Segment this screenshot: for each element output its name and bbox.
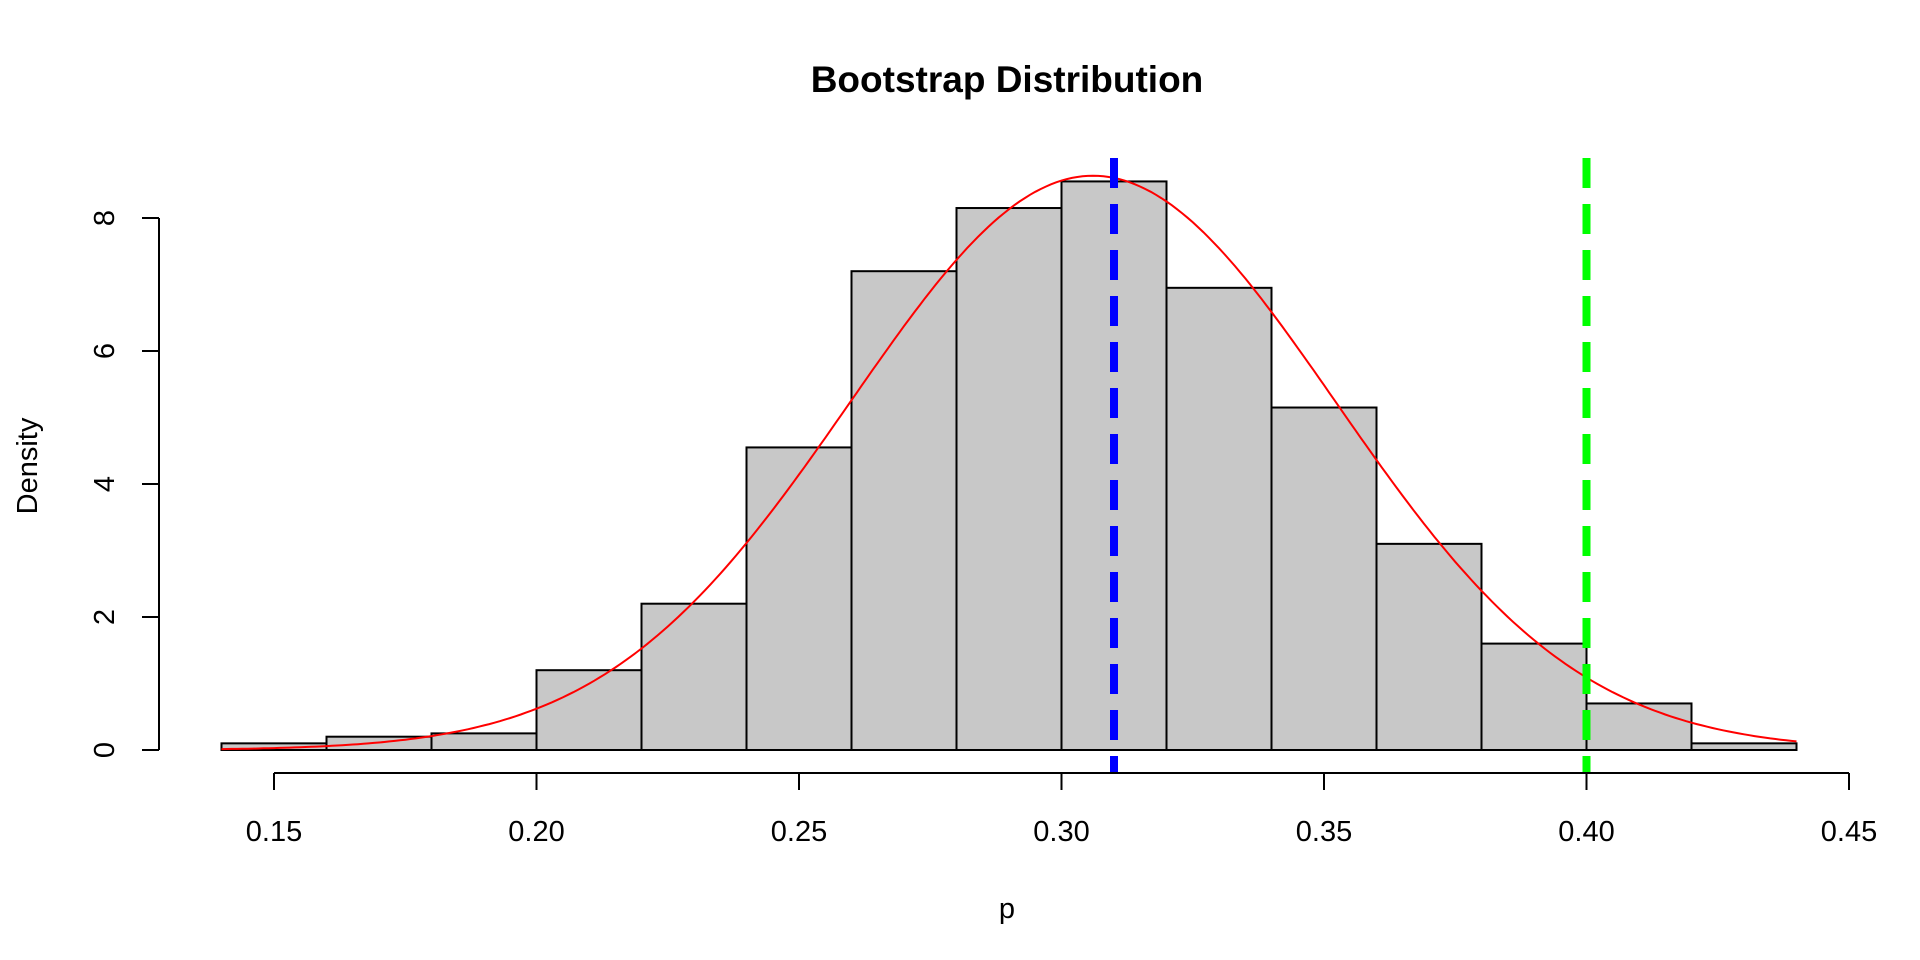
normal-density-curve	[221, 174, 1797, 751]
x-tick-label: 0.15	[246, 816, 302, 848]
histogram-bar	[850, 270, 958, 751]
y-tick-label: 6	[89, 343, 121, 359]
normal-curve-layer	[221, 174, 1797, 751]
x-tick-label: 0.45	[1821, 816, 1877, 848]
x-axis: 0.15 0.20 0.25 0.30 0.35 0.40 0.45	[246, 772, 1877, 848]
x-tick-label: 0.40	[1558, 816, 1614, 848]
histogram-bar	[640, 602, 748, 752]
histogram-bar	[1585, 702, 1693, 752]
reference-lines	[1110, 158, 1591, 773]
y-tick-label: 2	[89, 609, 121, 625]
histogram-bar	[1690, 742, 1798, 751]
histogram-bar	[955, 207, 1063, 751]
y-axis: 0 2 4 6 8	[89, 210, 160, 758]
histogram-bar	[745, 446, 853, 751]
x-tick-label: 0.20	[508, 816, 564, 848]
histogram-bar	[535, 669, 643, 752]
x-axis-label: p	[999, 893, 1015, 925]
chart-title: Bootstrap Distribution	[811, 59, 1204, 100]
histogram-bar	[1270, 406, 1378, 751]
y-tick-label: 4	[89, 476, 121, 492]
x-tick-label: 0.35	[1296, 816, 1352, 848]
y-axis-label: Density	[12, 417, 44, 514]
x-tick-label: 0.25	[771, 816, 827, 848]
x-tick-label: 0.30	[1033, 816, 1089, 848]
histogram-bar	[430, 732, 538, 751]
y-tick-label: 8	[89, 210, 121, 226]
histogram-bar	[1165, 286, 1273, 751]
histogram-bars	[220, 180, 1798, 752]
histogram-bar	[1480, 642, 1588, 751]
y-tick-label: 0	[89, 742, 121, 758]
